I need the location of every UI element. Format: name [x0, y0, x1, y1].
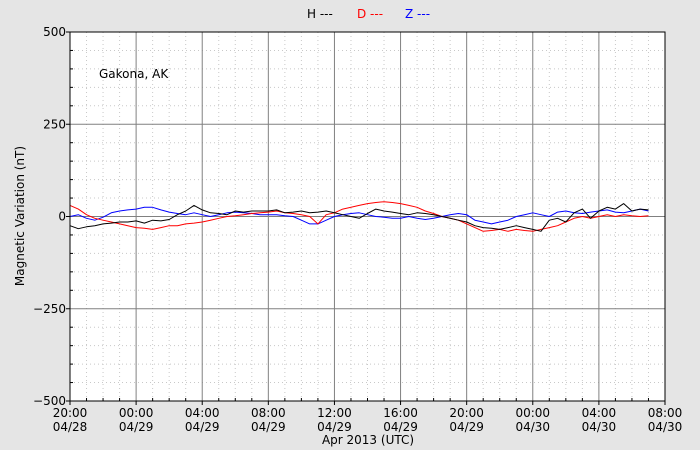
y-tick-label: 500	[43, 25, 66, 39]
legend-item-h: H ---	[307, 7, 333, 21]
x-axis-title: Apr 2013 (UTC)	[322, 433, 414, 447]
y-tick-labels: 500 250 0 −250 −500	[33, 25, 66, 408]
y-axis-title: Magnetic Variation (nT)	[13, 146, 27, 286]
series-line-z	[69, 206, 649, 225]
x-tick-label-time: 12:00	[317, 406, 352, 420]
x-tick-label-time: 04:00	[582, 406, 617, 420]
station-annotation: Gakona, AK	[99, 67, 169, 81]
x-tick-label-date: 04/29	[251, 420, 286, 434]
y-tick-label: −500	[33, 394, 66, 408]
x-tick-label-date: 04/30	[582, 420, 617, 434]
x-tick-label-date: 04/29	[185, 420, 220, 434]
series-layer	[69, 201, 649, 232]
y-tick-label: −250	[33, 302, 66, 316]
x-tick-label-time: 08:00	[648, 406, 683, 420]
legend-item-z: Z ---	[405, 7, 430, 21]
x-tick-label-time: 00:00	[515, 406, 550, 420]
x-tick-label-date: 04/30	[648, 420, 683, 434]
axis-ticks	[66, 31, 666, 405]
legend: H --- D --- Z ---	[307, 7, 430, 21]
major-gridlines	[70, 32, 665, 401]
x-tick-label-date: 04/28	[53, 420, 88, 434]
x-tick-label-date: 04/30	[515, 420, 550, 434]
x-tick-label-time: 04:00	[185, 406, 220, 420]
x-tick-labels: 20:0004/2800:0004/2904:0004/2908:0004/29…	[53, 406, 683, 434]
x-tick-label-time: 08:00	[251, 406, 286, 420]
x-tick-label-time: 20:00	[449, 406, 484, 420]
x-tick-label-time: 00:00	[119, 406, 154, 420]
y-tick-label: 0	[58, 210, 66, 224]
y-tick-label: 250	[43, 117, 66, 131]
x-tick-label-time: 20:00	[53, 406, 88, 420]
x-tick-label-date: 04/29	[119, 420, 154, 434]
x-tick-label-date: 04/29	[383, 420, 418, 434]
series-line-h	[69, 203, 649, 232]
x-tick-label-time: 16:00	[383, 406, 418, 420]
x-tick-label-date: 04/29	[449, 420, 484, 434]
x-tick-label-date: 04/29	[317, 420, 352, 434]
legend-item-d: D ---	[357, 7, 383, 21]
series-line-d	[69, 201, 649, 232]
